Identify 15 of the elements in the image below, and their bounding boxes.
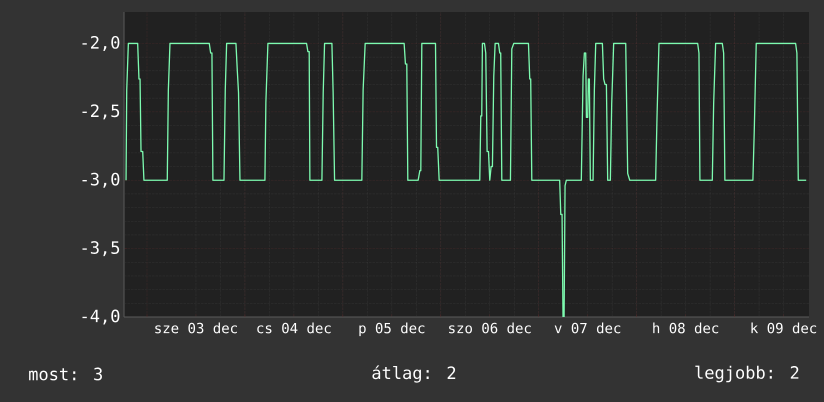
text: átlag: 2 (372, 365, 456, 383)
x-tick-label: p 05 dec (359, 322, 424, 336)
y-tick-label: -2,0 (82, 36, 120, 51)
x-tick-label: szo 06 dec (449, 322, 531, 334)
y-tick-label: -2,5 (82, 104, 120, 120)
x-tick-label: k 09 dec (751, 322, 816, 334)
x-tick-label: sze 03 dec (155, 322, 237, 334)
y-tick-label: -3,0 (82, 172, 120, 188)
x-tick-label: h 08 dec (653, 322, 718, 334)
text: legjobb: 2 (695, 366, 798, 382)
x-tick-label: cs 04 dec (257, 322, 331, 334)
y-tick-label: -4,0 (82, 309, 120, 324)
text: most: 3 (29, 368, 102, 380)
x-tick-label: v 07 dec (554, 322, 620, 334)
y-tick-label: -3,5 (82, 241, 120, 256)
